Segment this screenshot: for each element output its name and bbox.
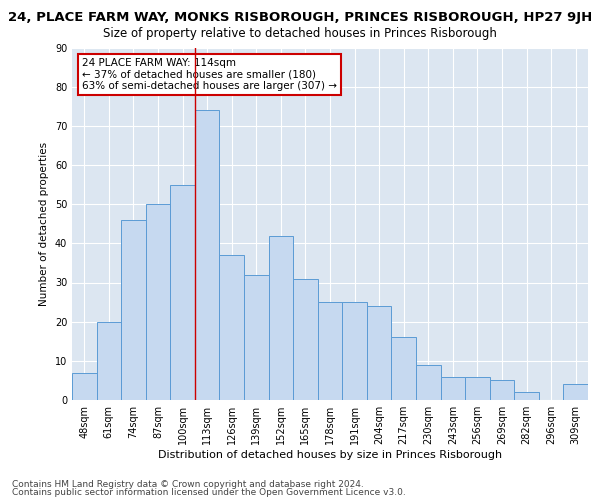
Bar <box>416 365 440 400</box>
Bar <box>97 322 121 400</box>
Bar <box>367 306 391 400</box>
Y-axis label: Number of detached properties: Number of detached properties <box>39 142 49 306</box>
Bar <box>465 376 490 400</box>
Bar <box>293 278 318 400</box>
Bar <box>342 302 367 400</box>
Bar <box>514 392 539 400</box>
Text: Size of property relative to detached houses in Princes Risborough: Size of property relative to detached ho… <box>103 26 497 40</box>
Text: 24 PLACE FARM WAY: 114sqm
← 37% of detached houses are smaller (180)
63% of semi: 24 PLACE FARM WAY: 114sqm ← 37% of detac… <box>82 58 337 92</box>
Bar <box>170 184 195 400</box>
Bar <box>195 110 220 400</box>
Bar <box>391 338 416 400</box>
Bar <box>72 372 97 400</box>
Text: 24, PLACE FARM WAY, MONKS RISBOROUGH, PRINCES RISBOROUGH, HP27 9JH: 24, PLACE FARM WAY, MONKS RISBOROUGH, PR… <box>8 11 592 24</box>
Bar <box>146 204 170 400</box>
Bar <box>121 220 146 400</box>
Bar <box>220 255 244 400</box>
Bar <box>244 274 269 400</box>
Bar <box>490 380 514 400</box>
Bar <box>440 376 465 400</box>
Bar <box>269 236 293 400</box>
Bar <box>563 384 588 400</box>
Text: Contains public sector information licensed under the Open Government Licence v3: Contains public sector information licen… <box>12 488 406 497</box>
Bar <box>318 302 342 400</box>
Text: Contains HM Land Registry data © Crown copyright and database right 2024.: Contains HM Land Registry data © Crown c… <box>12 480 364 489</box>
X-axis label: Distribution of detached houses by size in Princes Risborough: Distribution of detached houses by size … <box>158 450 502 460</box>
